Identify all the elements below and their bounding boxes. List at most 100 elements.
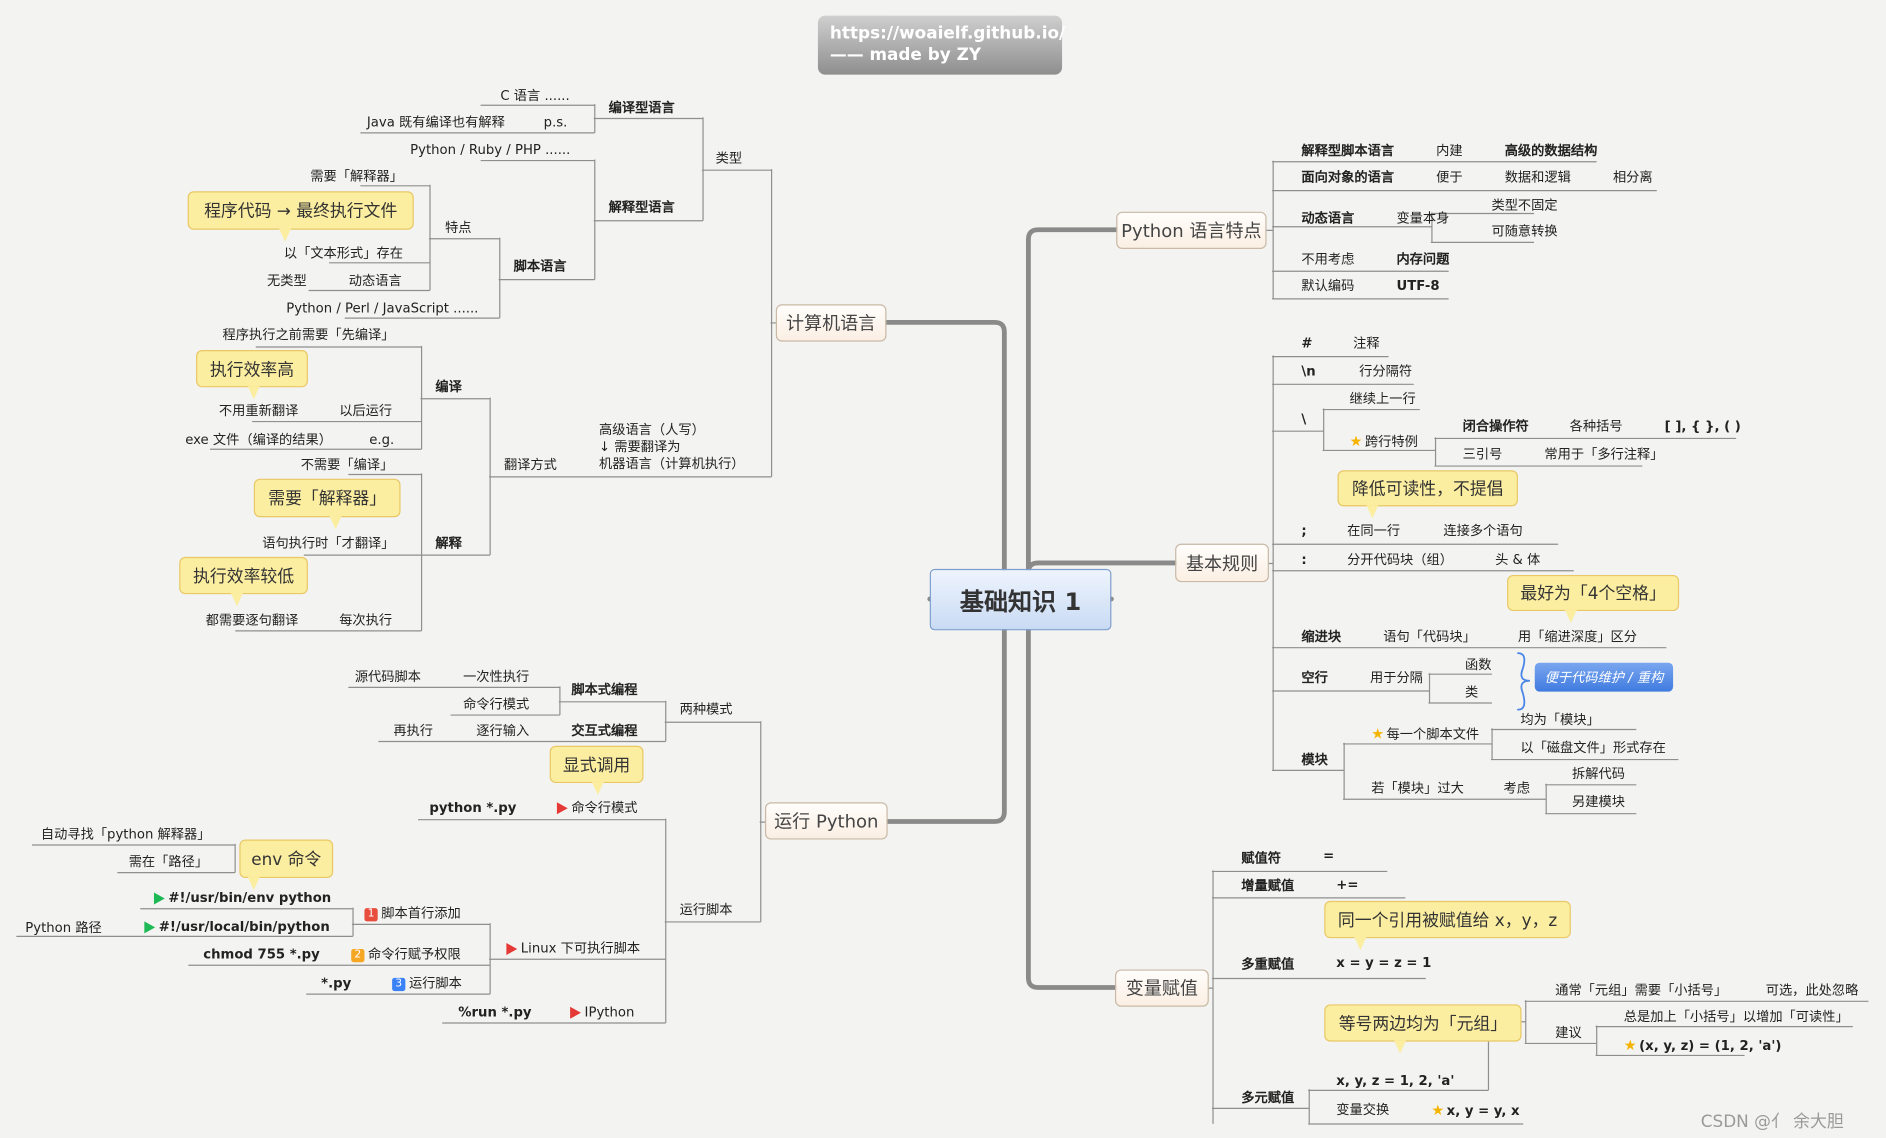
node-interpreted-script-lang[interactable]: 解释型脚本语言: [1301, 143, 1394, 160]
node-module[interactable]: 模块: [1301, 752, 1327, 769]
summary-maintain-refactor[interactable]: 便于代码维护 / 重构: [1534, 662, 1674, 692]
node-no-retranslate[interactable]: 不用重新翻译: [219, 403, 298, 420]
node-runtime[interactable]: 语句执行时「才翻译」: [262, 535, 394, 552]
node-source-script[interactable]: 源代码脚本: [355, 669, 421, 686]
node-translation[interactable]: 翻译方式: [504, 457, 557, 474]
node-memory[interactable]: 内存问题: [1396, 251, 1449, 268]
node-type[interactable]: 类型: [716, 150, 742, 167]
node-features[interactable]: 特点: [445, 220, 471, 237]
node-assign-op[interactable]: 赋值符: [1241, 850, 1281, 867]
node-semicolon[interactable]: ;: [1301, 523, 1306, 540]
node-statement-block[interactable]: 语句「代码块」: [1383, 629, 1476, 646]
node-multiple[interactable]: 多重赋值: [1241, 956, 1294, 973]
node-suggest[interactable]: 建议: [1555, 1025, 1581, 1042]
callout-code-to-exe[interactable]: 程序代码 → 最终执行文件: [187, 191, 414, 242]
node-new-module[interactable]: 另建模块: [1572, 794, 1625, 811]
node-dynamic[interactable]: 动态语言: [349, 273, 402, 290]
node-exception[interactable]: ★ 跨行特例: [1350, 433, 1418, 451]
code-paren-tuple[interactable]: ★ (x, y, z) = (1, 2, 'a'): [1624, 1037, 1782, 1055]
node-step2[interactable]: 2 命令行赋予权限: [351, 947, 461, 964]
node-eg[interactable]: e.g.: [369, 432, 394, 449]
node-hash[interactable]: #: [1301, 336, 1312, 353]
node-incremental[interactable]: 增量赋值: [1241, 878, 1294, 895]
callout-four-spaces[interactable]: 最好为「4个空格」: [1507, 574, 1680, 624]
node-optional[interactable]: 可选，此处忽略: [1766, 983, 1859, 1000]
note-needs-translation[interactable]: ↓ 需要翻译为: [599, 439, 680, 456]
node-data-structures[interactable]: 高级的数据结构: [1505, 143, 1598, 160]
node-equals[interactable]: =: [1323, 848, 1334, 865]
code-chmod[interactable]: chmod 755 *.py: [203, 947, 319, 964]
node-ps[interactable]: p.s.: [544, 114, 568, 131]
code-local-shebang[interactable]: #!/usr/local/bin/python: [144, 919, 330, 936]
node-usually[interactable]: 通常「元组」需要「小括号」: [1555, 983, 1727, 1000]
node-line-by-line[interactable]: 逐行输入: [476, 723, 529, 740]
callout-same-reference[interactable]: 同一个引用被赋值给 x，y，z: [1324, 900, 1571, 951]
node-interpret[interactable]: 解释: [435, 535, 461, 552]
node-untyped[interactable]: 无类型: [267, 273, 307, 290]
node-script-examples[interactable]: Python / Perl / JavaScript ......: [286, 301, 478, 318]
code-py[interactable]: *.py: [321, 975, 351, 992]
node-convertible[interactable]: 可随意转换: [1491, 224, 1557, 241]
node-cmd-mode-2[interactable]: 命令行模式: [556, 800, 637, 817]
topic-computer-language[interactable]: 计算机语言: [775, 304, 887, 342]
node-bracket-values[interactable]: [ ], { }, ( ): [1665, 419, 1741, 436]
node-split-block[interactable]: 分开代码块（组）: [1347, 552, 1453, 569]
central-topic[interactable]: 基础知识 1: [929, 568, 1112, 631]
node-c-language[interactable]: C 语言 ......: [500, 88, 569, 105]
node-script-language[interactable]: 脚本语言: [514, 259, 567, 276]
topic-assignment[interactable]: 变量赋值: [1114, 969, 1209, 1007]
node-ipython[interactable]: IPython: [570, 1004, 634, 1021]
node-function[interactable]: 函数: [1465, 657, 1491, 674]
node-no-compile[interactable]: 不需要「编译」: [301, 457, 394, 474]
node-newline[interactable]: \n: [1301, 363, 1315, 380]
node-backslash[interactable]: \: [1301, 411, 1306, 428]
node-plus-equals[interactable]: +=: [1336, 877, 1358, 894]
node-disk-file[interactable]: 以「磁盘文件」形式存在: [1520, 740, 1666, 757]
node-data-logic[interactable]: 数据和逻辑: [1505, 170, 1571, 187]
node-separate[interactable]: 相分离: [1613, 170, 1653, 187]
code-run-py[interactable]: %run *.py: [458, 1004, 531, 1021]
code-chain-assign[interactable]: x = y = z = 1: [1336, 955, 1431, 972]
code-python-py[interactable]: python *.py: [429, 800, 516, 817]
node-every-time[interactable]: 都需要逐句翻译: [206, 612, 299, 629]
node-default-encoding[interactable]: 默认编码: [1301, 278, 1354, 295]
node-text-form[interactable]: 以「文本形式」存在: [284, 245, 403, 262]
node-consider[interactable]: 考虑: [1504, 781, 1530, 798]
node-compiled-language[interactable]: 编译型语言: [609, 100, 675, 117]
node-interactive[interactable]: 交互式编程: [571, 723, 637, 740]
node-run-again[interactable]: 再执行: [393, 723, 433, 740]
node-variable-itself[interactable]: 变量本身: [1396, 210, 1449, 227]
callout-needs-interpreter[interactable]: 需要「解释器」: [253, 478, 401, 530]
node-python-path[interactable]: Python 路径: [25, 920, 102, 937]
node-join-statements[interactable]: 连接多个语句: [1443, 523, 1522, 540]
node-type-not-fixed[interactable]: 类型不固定: [1491, 197, 1557, 214]
node-linux[interactable]: Linux 下可执行脚本: [506, 941, 640, 958]
callout-efficient[interactable]: 执行效率高: [196, 350, 308, 400]
node-interpreted-language[interactable]: 解释型语言: [609, 200, 675, 217]
node-comment[interactable]: 注释: [1353, 336, 1379, 353]
node-head-body[interactable]: 头 & 体: [1495, 552, 1540, 569]
node-compile[interactable]: 编译: [435, 379, 461, 396]
node-utf8[interactable]: UTF-8: [1396, 278, 1439, 295]
node-brackets[interactable]: 各种括号: [1570, 419, 1623, 436]
node-triple-quote[interactable]: 三引号: [1463, 446, 1503, 463]
node-needs-path[interactable]: 需在「路径」: [129, 854, 208, 871]
node-exe[interactable]: exe 文件（编译的结果）: [185, 432, 332, 449]
node-run-once[interactable]: 一次性执行: [463, 669, 529, 686]
node-run-later[interactable]: 以后运行: [339, 403, 392, 420]
topic-run-python[interactable]: 运行 Python: [764, 802, 888, 840]
node-step1[interactable]: 1 脚本首行添加: [364, 906, 461, 923]
node-easy[interactable]: 便于: [1436, 170, 1462, 187]
code-swap[interactable]: ★ x, y = y, x: [1431, 1102, 1519, 1120]
node-indent-depth[interactable]: 用「缩进深度」区分: [1518, 629, 1637, 646]
node-multiline-comment[interactable]: 常用于「多行注释」: [1544, 446, 1663, 463]
node-class[interactable]: 类: [1465, 684, 1478, 701]
node-too-big[interactable]: 若「模块」过大: [1371, 781, 1464, 798]
node-split-code[interactable]: 拆解代码: [1572, 766, 1625, 783]
node-separate-use[interactable]: 用于分隔: [1370, 670, 1423, 687]
node-cmd-mode[interactable]: 命令行模式: [463, 696, 529, 713]
topic-python-features[interactable]: Python 语言特点: [1116, 211, 1267, 249]
node-multi-target[interactable]: 多元赋值: [1241, 1090, 1294, 1107]
note-high-level[interactable]: 高级语言（人写）: [599, 422, 705, 439]
node-always-parens[interactable]: 总是加上「小括号」以增加「可读性」: [1624, 1009, 1849, 1026]
